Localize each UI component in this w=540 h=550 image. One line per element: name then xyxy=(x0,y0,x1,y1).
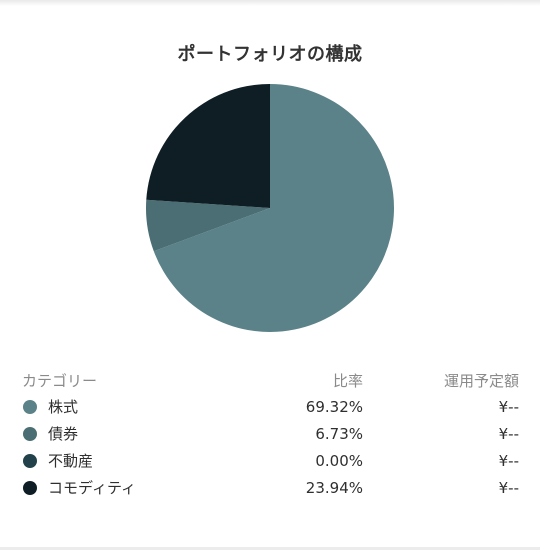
ratio-value: 23.94% xyxy=(305,479,363,497)
chart-title: ポートフォリオの構成 xyxy=(177,44,363,65)
header-ratio: 比率 xyxy=(332,372,363,390)
amount-value: ¥-- xyxy=(498,479,519,497)
category-label: 不動産 xyxy=(48,452,94,470)
pie-slice-commodities xyxy=(146,84,270,208)
header-category: カテゴリー xyxy=(22,372,98,390)
amount-value: ¥-- xyxy=(498,425,519,443)
category-label: 株式 xyxy=(48,398,79,416)
table-row-stocks: 株式 69.32% ¥-- xyxy=(22,396,520,423)
category-label: 債券 xyxy=(48,425,79,443)
legend-dot-commodities xyxy=(23,481,37,495)
top-shadow xyxy=(0,0,540,6)
table-header: カテゴリー 比率 運用予定額 xyxy=(22,370,520,396)
allocation-table: カテゴリー 比率 運用予定額 株式 69.32% ¥-- 債券 6.73% ¥-… xyxy=(22,370,520,504)
table-row-commodities: コモディティ 23.94% ¥-- xyxy=(22,477,520,504)
ratio-value: 6.73% xyxy=(315,425,363,443)
legend-dot-real-estate xyxy=(23,454,37,468)
table-row-bonds: 債券 6.73% ¥-- xyxy=(22,423,520,450)
header-amount: 運用予定額 xyxy=(443,372,519,390)
legend-dot-bonds xyxy=(23,427,37,441)
pie-slice-stocks xyxy=(153,84,394,332)
ratio-value: 0.00% xyxy=(315,452,363,470)
legend-dot-stocks xyxy=(23,400,37,414)
amount-value: ¥-- xyxy=(498,452,519,470)
ratio-value: 69.32% xyxy=(305,398,363,416)
category-label: コモディティ xyxy=(48,479,137,497)
pie-chart xyxy=(146,84,394,332)
bottom-divider xyxy=(0,547,540,550)
table-row-real-estate: 不動産 0.00% ¥-- xyxy=(22,450,520,477)
amount-value: ¥-- xyxy=(498,398,519,416)
pie-slice-bonds xyxy=(146,199,270,252)
